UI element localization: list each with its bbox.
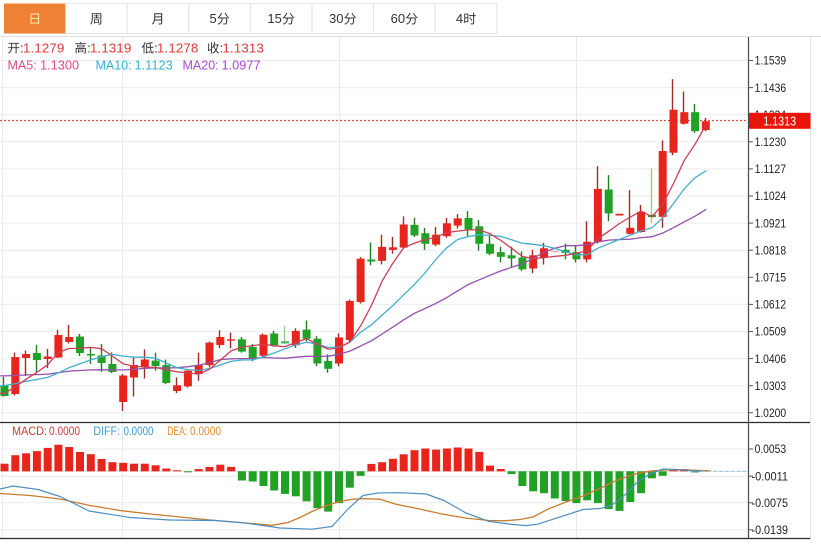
svg-text:0.0000: 0.0000 [190,424,221,438]
svg-text::: : [220,42,223,56]
svg-text:1.0509: 1.0509 [755,325,787,339]
svg-text:1.0612: 1.0612 [755,298,787,312]
svg-text:MA5:: MA5: [8,59,37,73]
svg-text::: : [20,42,23,56]
svg-text:1.0715: 1.0715 [755,271,787,285]
svg-text:1.0200: 1.0200 [755,406,787,420]
svg-text:1.1313: 1.1313 [222,41,264,56]
svg-text:1.1123: 1.1123 [135,58,173,73]
svg-text:4: 4 [456,11,463,26]
svg-text:30: 30 [329,11,343,26]
svg-text:1.1230: 1.1230 [755,135,787,149]
svg-text:1.0977: 1.0977 [222,58,261,73]
svg-text:15: 15 [267,11,281,26]
svg-text:1.0303: 1.0303 [755,379,787,393]
svg-text:1.0818: 1.0818 [755,243,787,257]
svg-text:0.0053: 0.0053 [755,442,787,456]
svg-text:1.1278: 1.1278 [157,41,199,56]
svg-text:1.1436: 1.1436 [755,81,787,95]
svg-text:5: 5 [209,11,216,26]
svg-text:1.1539: 1.1539 [755,54,787,68]
svg-text:0.0000: 0.0000 [124,424,154,438]
svg-text:MA10:: MA10: [96,59,132,73]
svg-text:-0.0139: -0.0139 [752,523,789,537]
svg-text:MACD:: MACD: [12,424,47,438]
svg-text:-0.0011: -0.0011 [752,469,789,483]
svg-text:1.1279: 1.1279 [23,41,65,56]
svg-text:DIFF:: DIFF: [93,424,120,438]
svg-text::: : [87,42,90,56]
svg-text:1.1313: 1.1313 [763,114,796,128]
svg-text:0.0000: 0.0000 [49,424,80,438]
svg-text:1.1127: 1.1127 [755,162,787,176]
svg-text:DEA:: DEA: [167,424,187,438]
svg-text:1.1319: 1.1319 [90,41,131,56]
svg-text:60: 60 [391,11,405,26]
svg-text:MA20:: MA20: [183,59,219,73]
svg-text:1.1300: 1.1300 [40,58,79,73]
svg-text::: : [154,42,157,56]
svg-text:-0.0075: -0.0075 [752,496,789,510]
svg-text:1.0921: 1.0921 [755,216,787,230]
svg-text:1.0406: 1.0406 [755,352,787,366]
svg-text:1.1024: 1.1024 [755,189,787,203]
